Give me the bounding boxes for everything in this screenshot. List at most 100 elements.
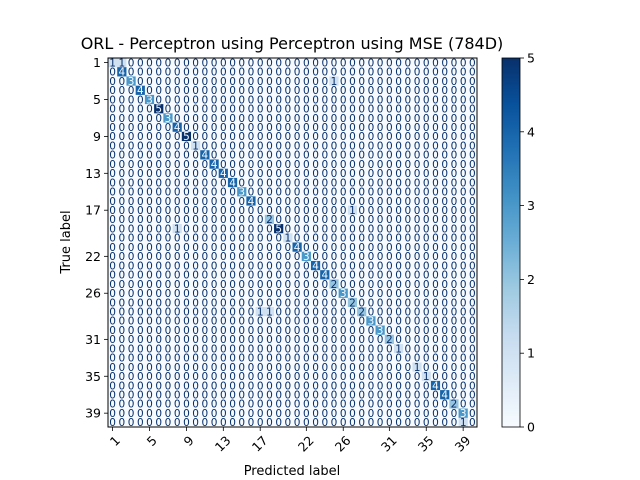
- cell-value: 0: [155, 57, 162, 69]
- cell-value: 0: [358, 122, 365, 134]
- cell-value: 0: [321, 67, 328, 79]
- cell: [393, 150, 404, 160]
- cell-value: 0: [165, 85, 172, 97]
- cell-value: 0: [423, 104, 430, 116]
- cell-value: 0: [294, 140, 301, 152]
- colorbar-tick-label: 0: [527, 420, 535, 435]
- cell: [357, 104, 367, 114]
- cell-value: 0: [395, 57, 402, 69]
- cell-value: 0: [294, 131, 301, 143]
- cell: [172, 150, 183, 160]
- cell: [430, 113, 441, 123]
- cell-value: 4: [118, 67, 125, 79]
- cell-value: 0: [432, 122, 439, 134]
- cell: [403, 76, 413, 86]
- cell: [237, 76, 247, 86]
- cell-value: 0: [312, 159, 319, 171]
- cell: [144, 58, 155, 68]
- cell-value: 0: [331, 67, 338, 79]
- cell-value: 0: [174, 150, 181, 162]
- cell-value: 0: [340, 94, 347, 106]
- cell: [154, 76, 164, 86]
- cell: [338, 94, 349, 105]
- cell: [108, 122, 118, 133]
- x-tick-label: 39: [452, 433, 474, 455]
- cell: [181, 122, 192, 133]
- cell-value: 0: [386, 140, 393, 152]
- cell: [255, 76, 266, 86]
- cell: [154, 141, 164, 151]
- cell: [135, 113, 146, 123]
- cell: [191, 141, 201, 151]
- cell-value: 0: [257, 85, 264, 97]
- cell: [237, 113, 247, 123]
- cell: [366, 76, 376, 86]
- cell-value: 0: [146, 150, 153, 162]
- cell: [200, 104, 210, 114]
- cell: [357, 58, 367, 68]
- cell-value: 0: [441, 94, 448, 106]
- cell-value: 0: [275, 85, 282, 97]
- cell: [227, 159, 238, 169]
- cell-value: 0: [303, 57, 310, 69]
- cell: [310, 150, 321, 160]
- cell: [292, 85, 303, 96]
- cell-value: 0: [211, 85, 218, 97]
- cell-value: 0: [202, 85, 209, 97]
- cell-value: 0: [266, 67, 273, 79]
- cell: [274, 113, 284, 123]
- cell-value: 0: [275, 159, 282, 171]
- cell: [246, 94, 256, 105]
- cell: [421, 159, 432, 169]
- cell-value: 0: [395, 150, 402, 162]
- cell: [421, 113, 432, 123]
- cell: [458, 58, 469, 68]
- cell-value: 0: [202, 57, 209, 69]
- x-tick-label: 13: [212, 433, 234, 455]
- cell-value: 0: [358, 150, 365, 162]
- cell: [227, 141, 238, 151]
- cell-value: 0: [377, 122, 384, 134]
- cell-value: 0: [248, 94, 255, 106]
- cell-value: 0: [165, 94, 172, 106]
- cell-value: 0: [285, 67, 292, 79]
- cell-value: 0: [321, 122, 328, 134]
- cell-value: 0: [432, 104, 439, 116]
- cell-value: 0: [414, 150, 421, 162]
- cell: [144, 104, 155, 114]
- cell-value: 0: [432, 67, 439, 79]
- cell: [181, 85, 192, 96]
- cell-value: 0: [340, 159, 347, 171]
- cell-value: 0: [202, 140, 209, 152]
- cell-value: 0: [248, 131, 255, 143]
- cell-value: 0: [192, 159, 199, 171]
- cell-value: 0: [358, 159, 365, 171]
- cell-value: 0: [137, 159, 144, 171]
- cell: [200, 76, 210, 86]
- colorbar-tick-label: 5: [527, 51, 535, 66]
- chart-title: ORL - Perceptron using Perceptron using …: [81, 34, 504, 53]
- cell-value: 0: [358, 67, 365, 79]
- cell: [246, 159, 256, 169]
- cell: [108, 76, 118, 86]
- cell: [172, 85, 183, 96]
- cell-value: 0: [368, 76, 375, 88]
- cell-value: 0: [174, 131, 181, 143]
- cell: [200, 141, 210, 151]
- cell-value: 0: [414, 76, 421, 88]
- cell-value: 0: [220, 150, 227, 162]
- cell: [393, 122, 404, 133]
- cell: [347, 141, 358, 151]
- cell-value: 0: [128, 140, 135, 152]
- cell-value: 0: [183, 76, 190, 88]
- cell: [237, 58, 247, 68]
- cell-value: 0: [469, 122, 476, 134]
- y-tick-label: 22: [85, 249, 101, 264]
- cell: [384, 67, 395, 77]
- cell-value: 0: [118, 104, 125, 116]
- cell-value: 0: [109, 76, 116, 88]
- cell: [384, 85, 395, 96]
- cell-value: 0: [155, 140, 162, 152]
- cell: [393, 131, 404, 142]
- cell: [274, 94, 284, 105]
